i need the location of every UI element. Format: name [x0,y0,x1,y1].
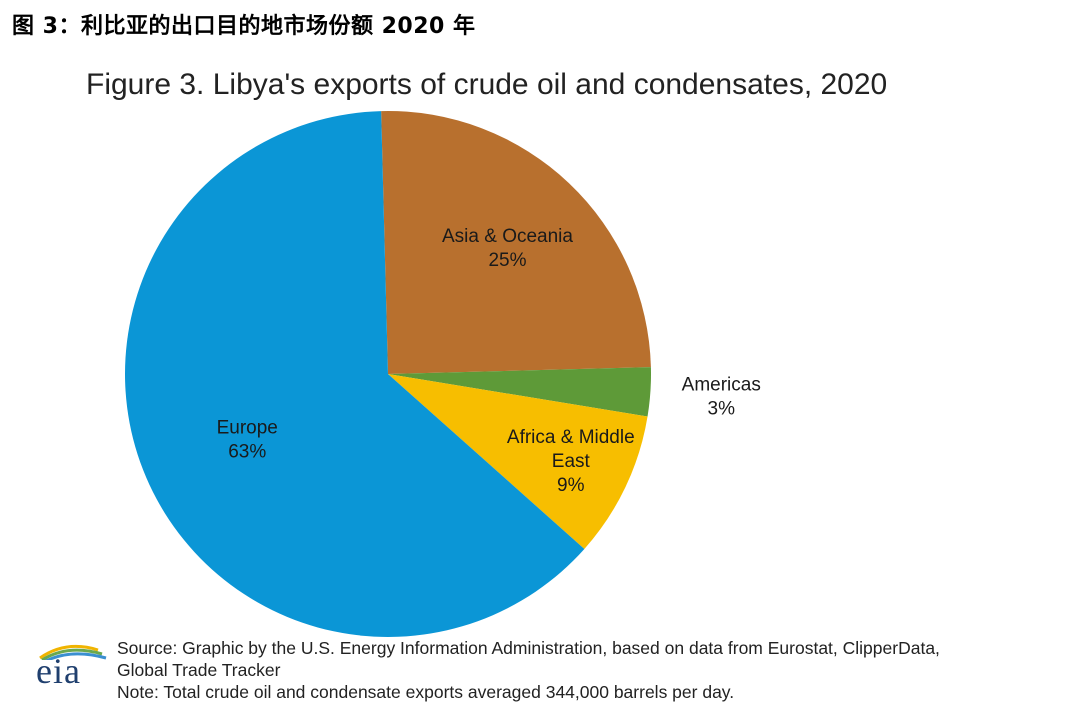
pie-slice-asia-oceania [381,111,651,374]
source-note: Source: Graphic by the U.S. Energy Infor… [117,637,1067,703]
slice-label-asia-oceania: Asia & Oceania 25% [442,226,573,271]
note-line: Note: Total crude oil and condensate exp… [117,682,735,702]
pie-labels: Asia & Oceania 25% Americas 3% Africa & Midd… [217,226,761,496]
chart-title: Figure 3. Libya's exports of crude oil a… [86,68,888,101]
slice-label-europe: Europe 63% [217,417,278,462]
slice-label-americas: Americas 3% [682,375,761,420]
figure-caption: 图 3：利比亚的出口目的地市场份额 2020 年 [12,14,476,39]
eia-logo-text: eia [36,651,81,691]
pie-slice-americas [388,367,651,417]
pie-slices [124,111,651,637]
eia-logo-arcs-icon [39,644,107,660]
source-line-2: Global Trade Tracker [117,660,281,680]
pie-slice-europe [124,111,585,637]
source-line-1: Source: Graphic by the U.S. Energy Infor… [117,638,940,658]
slice-label-africa-middle-east: Africa & Middle East 9% [507,427,635,496]
eia-logo: eia [36,640,108,692]
pie-slice-africa-middle-east [388,374,648,549]
